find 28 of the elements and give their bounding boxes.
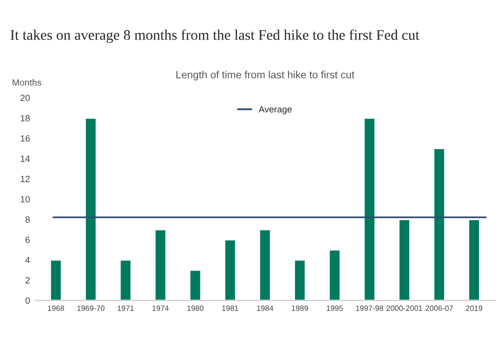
y-tick-label: 4 [25,256,30,264]
y-tick-label: 10 [20,196,30,202]
y-tick-label: 18 [20,114,30,122]
y-tick-label: 14 [20,156,30,162]
chart-subtitle: Length of time from last hike to first cut [176,70,354,80]
bar [432,148,446,300]
y-tick-label: 8 [26,216,30,223]
bar [224,238,236,300]
bar [294,259,306,300]
legend-label: Average [258,106,292,114]
bar [328,249,341,300]
y-tick-label: 12 [20,176,30,182]
bar [189,269,202,300]
y-tick-label: 16 [20,135,30,142]
bar [50,259,62,300]
y-tick-label: 2 [26,277,30,284]
bar [398,218,411,300]
chart-title: It takes on average 8 months from the last Fed hike to the first Fed cut [10,29,420,43]
bar [119,259,132,300]
bar [468,218,480,300]
y-tick-label: 20 [20,94,30,102]
bar [258,228,272,300]
y-axis-title: Months [12,79,42,86]
y-tick-label: 0 [25,297,30,304]
bar [154,228,167,300]
y-tick-label: 6 [26,236,30,244]
bar [363,117,376,300]
bar [84,117,98,300]
